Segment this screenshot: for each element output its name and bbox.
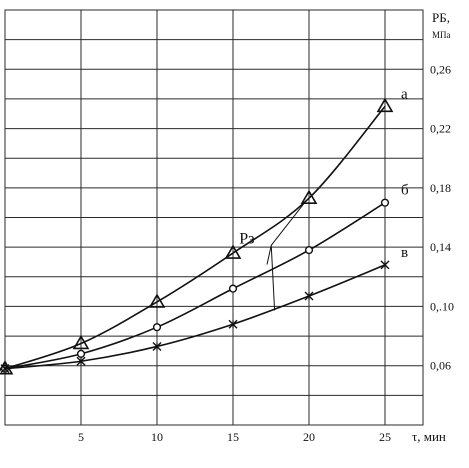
annotation-pointers — [266, 201, 306, 311]
annotation-label: Рз — [239, 230, 254, 247]
data-point-circle — [228, 284, 238, 293]
y-tick-label: 0,.10 — [430, 299, 454, 313]
data-point-circle — [76, 349, 86, 358]
series-label-0: а — [401, 86, 408, 102]
y-tick-label: 0,26 — [430, 62, 451, 76]
data-point-cross — [380, 260, 390, 270]
x-axis-label: τ, мин — [412, 429, 446, 444]
y-tick-label: 0,18 — [430, 181, 451, 195]
series-line-2 — [4, 264, 386, 370]
series-label-2: в — [401, 245, 408, 261]
data-point-cross — [304, 291, 314, 301]
data-point-triangle — [224, 244, 242, 259]
data-point-circle — [304, 246, 314, 255]
grid — [4, 9, 424, 426]
series-markers — [0, 97, 394, 375]
data-point-triangle — [300, 189, 318, 205]
series-line-0 — [4, 105, 386, 370]
y-axis-label: PБ, — [432, 10, 450, 25]
data-point-circle — [152, 323, 162, 332]
y-tick-label: 0,14 — [430, 240, 451, 254]
x-tick-label: 10 — [151, 430, 163, 444]
y-tick-label: 0,22 — [430, 122, 451, 136]
series-labels: а б в — [401, 86, 409, 261]
data-point-cross — [0, 364, 10, 374]
annotation-pointer-line — [266, 245, 272, 265]
annotation-pointer-line — [270, 245, 276, 311]
x-tick-label: 20 — [303, 430, 315, 444]
data-point-cross — [152, 341, 162, 351]
data-point-circle — [380, 198, 390, 207]
x-tick-labels: 5 10 15 20 25 — [78, 430, 391, 444]
annotation-pointer-line — [270, 201, 306, 246]
data-point-cross — [228, 319, 238, 329]
series-label-1: б — [401, 183, 409, 199]
x-tick-label: 15 — [227, 430, 239, 444]
y-axis-unit: МПа — [432, 30, 451, 40]
y-tick-labels: 0,06 0,.10 0,14 0,18 0,22 0,26 — [430, 62, 454, 372]
x-tick-label: 25 — [379, 430, 391, 444]
data-point-triangle — [148, 293, 166, 308]
y-tick-label: 0,06 — [430, 359, 451, 373]
x-tick-label: 5 — [78, 430, 84, 444]
data-point-triangle — [72, 334, 90, 350]
data-point-cross — [76, 356, 86, 366]
data-point-triangle — [376, 97, 394, 113]
